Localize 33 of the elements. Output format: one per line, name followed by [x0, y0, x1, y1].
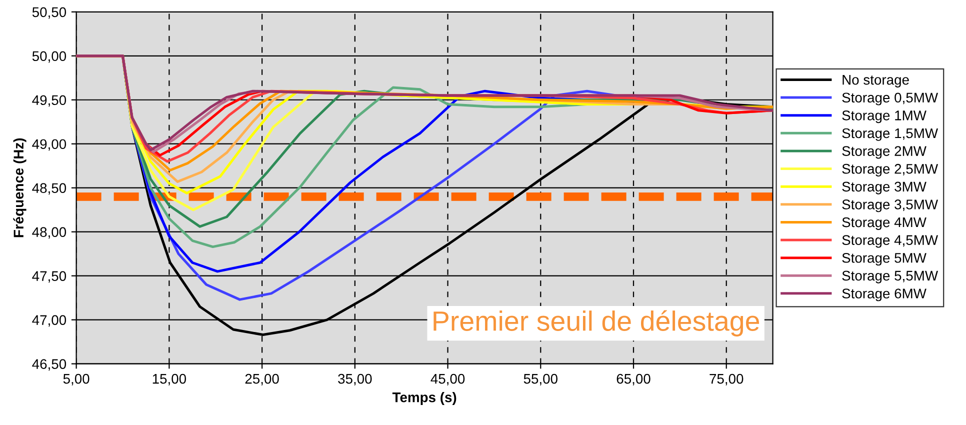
legend-label: Storage 1MW: [842, 110, 926, 124]
legend-label: Storage 6MW: [842, 288, 926, 302]
x-tick-label: 65,00: [616, 374, 650, 386]
x-tick-label: 15,00: [152, 374, 186, 386]
x-tick-label: 75,00: [710, 374, 744, 386]
legend-label: No storage: [842, 75, 909, 88]
legend-label: Storage 3,5MW: [842, 200, 938, 212]
x-tick-label: 25,00: [245, 374, 279, 386]
legend-label: Storage 4MW: [842, 217, 926, 230]
x-axis-title: Temps (s): [392, 392, 456, 405]
legend-label: Storage 2,5MW: [842, 164, 938, 177]
legend-label: Storage 5MW: [842, 252, 926, 266]
y-tick-label: 47,50: [32, 271, 66, 283]
annotation: Premier seuil de délestage: [434, 310, 760, 336]
y-tick-label: 48,50: [32, 183, 66, 195]
legend-label: Storage 3MW: [842, 182, 926, 194]
y-tick-label: 46,50: [32, 359, 66, 371]
legend-label: Storage 2MW: [842, 146, 926, 159]
legend-label: Storage 0,5MW: [842, 92, 938, 106]
x-tick-label: 5,00: [63, 374, 90, 386]
y-axis-title: Fréquence (Hz): [13, 138, 26, 238]
legend-label: Storage 4,5MW: [842, 235, 938, 248]
y-tick-label: 49,50: [32, 95, 66, 107]
legend-label: Storage 1,5MW: [842, 128, 938, 141]
legend-label: Storage 5,5MW: [842, 270, 938, 284]
x-tick-label: 55,00: [524, 374, 558, 386]
y-tick-label: 47,00: [32, 315, 66, 327]
y-tick-label: 49,00: [32, 139, 66, 151]
x-tick-label: 35,00: [338, 374, 372, 386]
y-tick-label: 48,00: [32, 227, 66, 239]
y-tick-label: 50,50: [32, 7, 66, 19]
x-tick-label: 45,00: [430, 374, 465, 386]
y-tick-label: 50,00: [32, 51, 66, 63]
